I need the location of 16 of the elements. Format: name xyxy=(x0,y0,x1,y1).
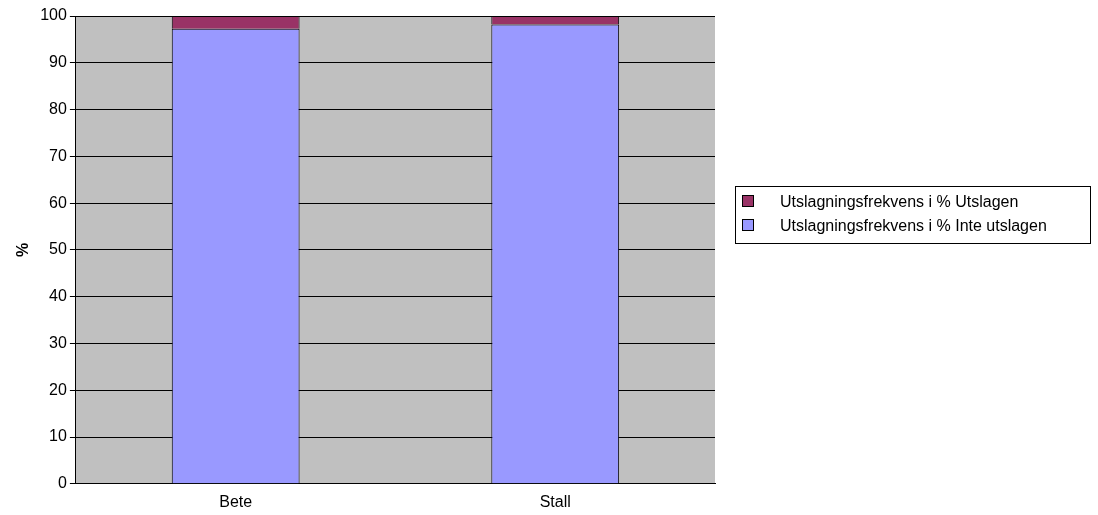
x-tick-label: Stall xyxy=(539,492,571,510)
legend-label: Utslagningsfrekvens i % Utslagen xyxy=(779,192,1020,212)
y-axis-title: % xyxy=(14,242,32,258)
y-tick-label: 100 xyxy=(40,6,67,24)
y-tick-label: 60 xyxy=(49,193,67,211)
y-tick-label: 80 xyxy=(49,99,67,117)
y-tick-label: 20 xyxy=(49,380,67,398)
y-tick-label: 0 xyxy=(57,474,67,492)
y-tick-label: 40 xyxy=(49,287,67,305)
y-tick-label: 10 xyxy=(49,427,67,445)
y-tick-label: 30 xyxy=(49,333,67,351)
legend-label: Utslagningsfrekvens i % Inte utslagen xyxy=(779,216,1048,236)
x-tick-label: Bete xyxy=(219,492,253,510)
y-tick-label: 90 xyxy=(49,53,67,71)
y-tick-label: 50 xyxy=(49,240,67,258)
y-tick-label: 70 xyxy=(49,146,67,164)
